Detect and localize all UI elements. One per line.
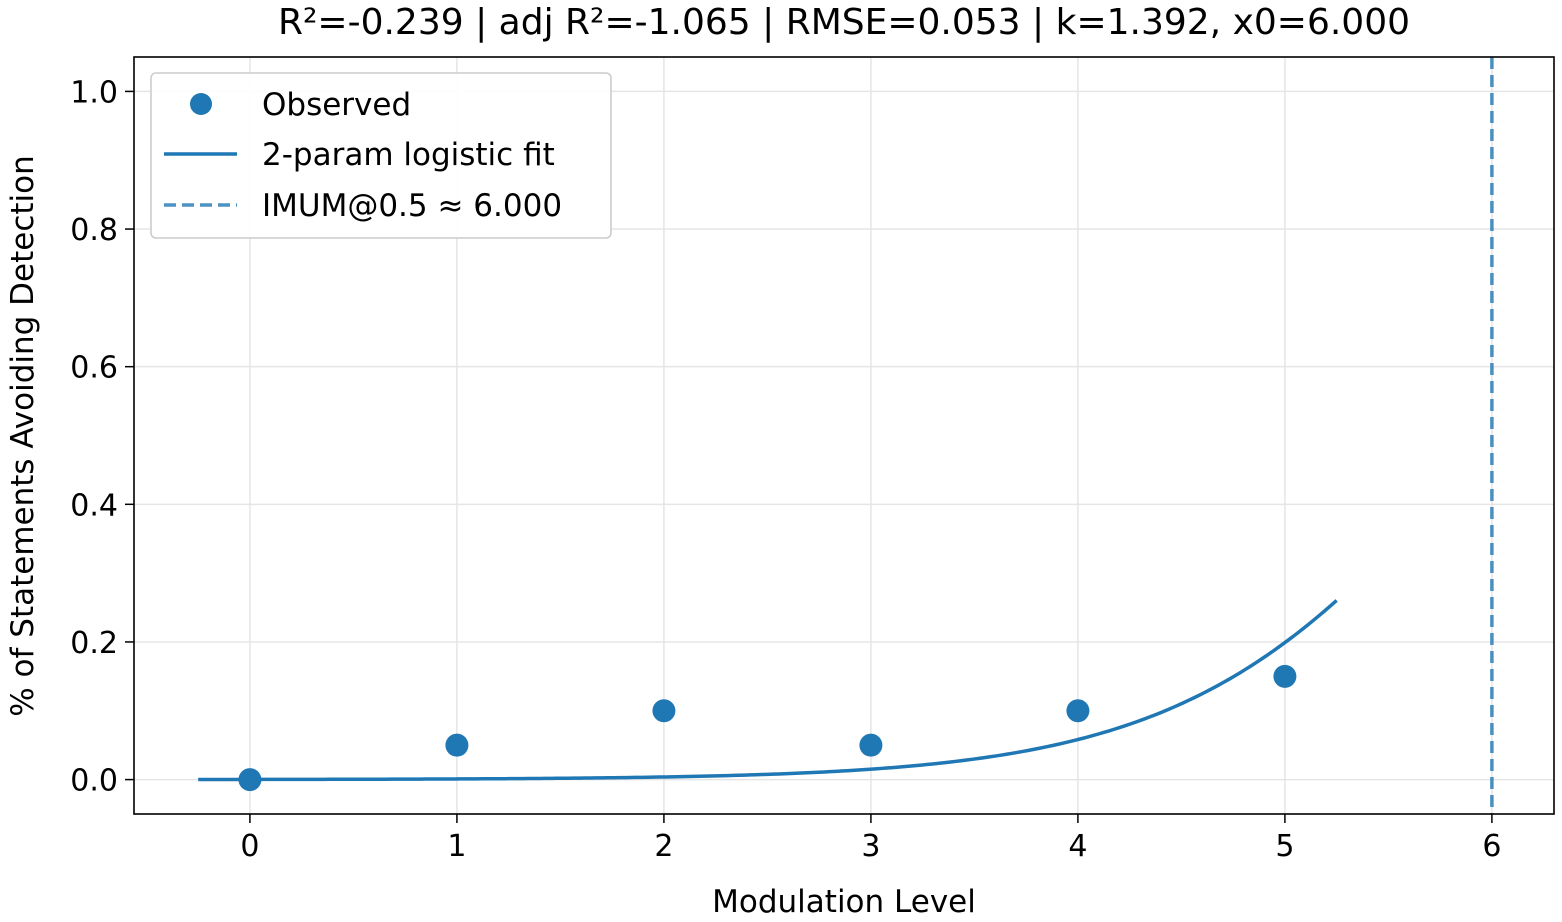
y-tick-label: 0.2: [70, 626, 118, 661]
x-tick-label: 2: [654, 829, 673, 864]
legend-observed-label: Observed: [262, 87, 411, 123]
observed-point: [859, 733, 883, 757]
y-tick-label: 1.0: [70, 75, 118, 110]
legend-box: [150, 72, 612, 239]
y-tick-label: 0.8: [70, 213, 118, 248]
y-ticks: 0.0 0.2 0.4 0.6 0.8 1.0: [70, 75, 134, 799]
observed-point: [652, 699, 676, 723]
x-tick-label: 3: [861, 829, 880, 864]
plot-frame: [133, 56, 1555, 815]
observed-points: [238, 664, 1297, 792]
legend-fit-label: 2-param logistic fit: [262, 137, 555, 173]
y-tick-label: 0.4: [70, 488, 118, 523]
x-tick-label: 6: [1482, 829, 1501, 864]
fit-curve: [198, 599, 1338, 782]
x-tick-label: 5: [1275, 829, 1294, 864]
chart-title: R²=-0.239 | adj R²=-1.065 | RMSE=0.053 |…: [278, 2, 1410, 43]
x-tick-label: 1: [447, 829, 466, 864]
observed-point: [445, 733, 469, 757]
fit-layer: [198, 599, 1338, 782]
x-axis-label: Modulation Level: [712, 884, 976, 920]
x-tick-label: 4: [1068, 829, 1087, 864]
x-ticks: 0 1 2 3 4 5 6: [240, 814, 1501, 864]
observed-point: [1066, 699, 1090, 723]
y-tick-label: 0.0: [70, 764, 118, 799]
observed-point: [238, 768, 262, 792]
y-axis-label: % of Statements Avoiding Detection: [5, 155, 41, 717]
legend: Observed 2-param logistic fit IMUM@0.5 ≈…: [150, 72, 612, 239]
y-tick-label: 0.6: [70, 351, 118, 386]
legend-observed-marker: [190, 93, 212, 115]
x-tick-label: 0: [240, 829, 259, 864]
observed-point: [1273, 664, 1297, 688]
legend-threshold-label: IMUM@0.5 ≈ 6.000: [262, 188, 562, 224]
